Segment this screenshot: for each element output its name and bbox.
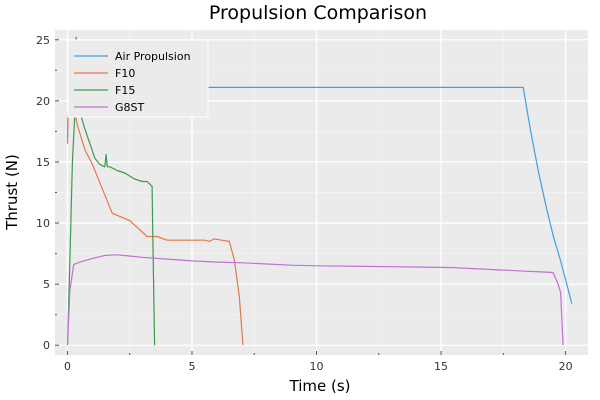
x-tick-label: 20 (559, 360, 573, 373)
chart-title: Propulsion Comparison (209, 2, 427, 24)
x-tick-label: 0 (64, 360, 71, 373)
legend-label: G8ST (115, 101, 145, 114)
legend: Air Propulsion F10 F15 G8ST (67, 39, 209, 118)
x-tick-label: 5 (188, 360, 195, 373)
y-tick-label: 10 (36, 217, 50, 230)
y-tick-label: 15 (36, 156, 50, 169)
legend-box (67, 39, 209, 118)
series-line-g8st (66, 254, 564, 346)
x-axis-label: Time (s) (289, 377, 351, 395)
y-tick-label: 5 (43, 278, 50, 291)
y-tick-label: 20 (36, 95, 50, 108)
legend-label: F10 (115, 67, 135, 80)
minor-gridlines (55, 30, 588, 355)
y-tick-label: 25 (36, 34, 50, 47)
major-gridlines (55, 30, 588, 355)
legend-label: F15 (115, 84, 135, 97)
y-tick-label: 0 (43, 339, 50, 352)
y-axis-label: Thrust (N) (3, 154, 21, 231)
x-axis-ticks: 0 5 10 15 20 (64, 351, 573, 373)
legend-label: Air Propulsion (115, 50, 191, 63)
y-axis-ticks: 0 5 10 15 20 25 (36, 34, 59, 352)
x-tick-label: 15 (434, 360, 448, 373)
x-tick-label: 10 (310, 360, 324, 373)
